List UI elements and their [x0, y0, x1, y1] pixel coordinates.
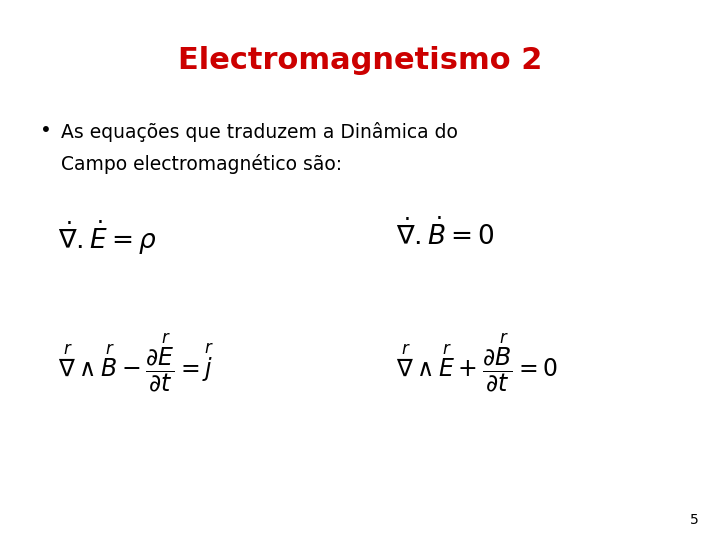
Text: Campo electromagnético são:: Campo electromagnético são: [61, 154, 342, 174]
Text: As equações que traduzem a Dinâmica do: As equações que traduzem a Dinâmica do [61, 122, 458, 141]
Text: •: • [40, 122, 51, 140]
Text: 5: 5 [690, 512, 698, 526]
Text: Electromagnetismo 2: Electromagnetismo 2 [178, 46, 542, 75]
Text: $\overset{r}{\nabla} \wedge \overset{r}{B} - \dfrac{\partial \overset{r}{E}}{\pa: $\overset{r}{\nabla} \wedge \overset{r}{… [58, 332, 214, 395]
Text: $\overset{r}{\nabla} \wedge \overset{r}{E} + \dfrac{\partial \overset{r}{B}}{\pa: $\overset{r}{\nabla} \wedge \overset{r}{… [396, 332, 558, 395]
Text: $\dot{\nabla}.\dot{E} = \rho$: $\dot{\nabla}.\dot{E} = \rho$ [58, 219, 156, 257]
Text: $\dot{\nabla}.\dot{B} = 0$: $\dot{\nabla}.\dot{B} = 0$ [396, 219, 495, 251]
